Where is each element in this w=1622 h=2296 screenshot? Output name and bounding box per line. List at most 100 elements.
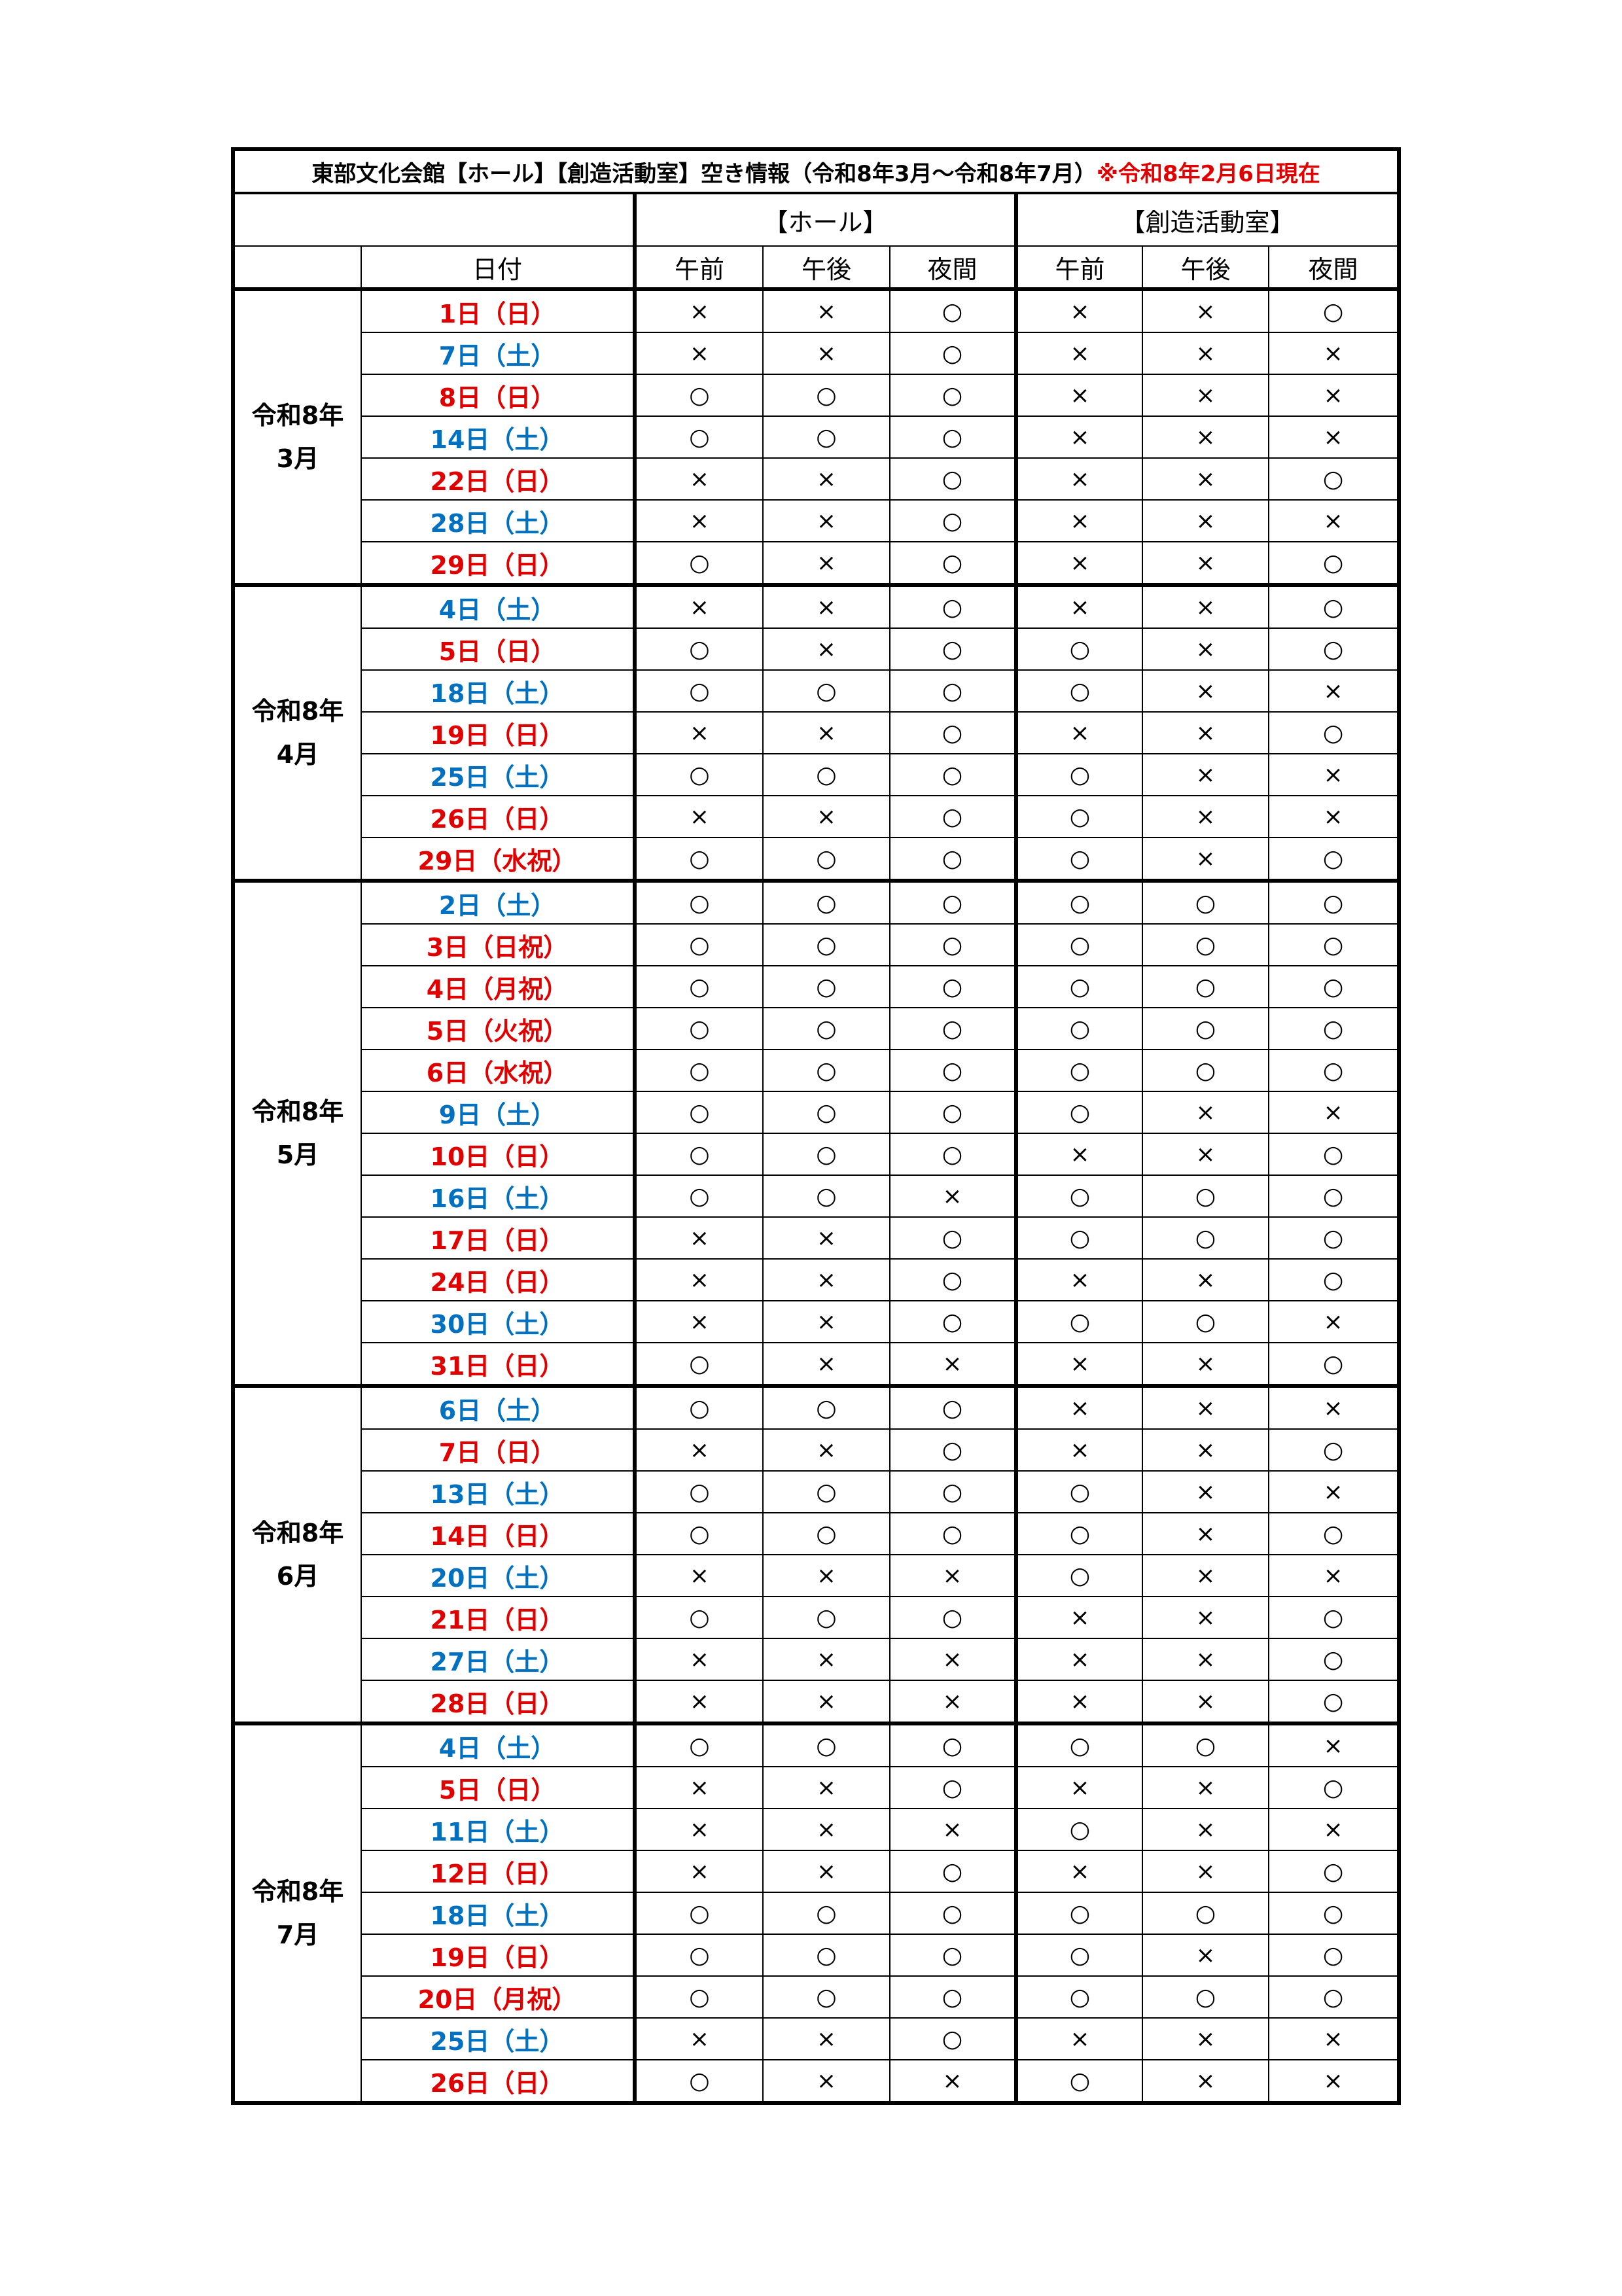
availability: ○ bbox=[889, 457, 1018, 501]
date: 21日（日） bbox=[430, 1605, 565, 1634]
date-cell: 14日（日） bbox=[361, 1512, 637, 1555]
availability: × bbox=[762, 1808, 890, 1851]
date-row: 5日（日） ○ × ○ ○ × ○ bbox=[233, 627, 1400, 671]
month-label: 令和8年 bbox=[251, 1877, 344, 1906]
date-row: 18日（土） ○ ○ ○ ○ ○ ○ bbox=[233, 1892, 1400, 1935]
availability: ○ bbox=[1267, 1174, 1400, 1218]
date: 27日（土） bbox=[430, 1647, 565, 1676]
availability: ○ bbox=[889, 1007, 1018, 1050]
availability: ○ bbox=[1267, 1133, 1400, 1176]
availability: × bbox=[762, 1258, 890, 1301]
availability: × bbox=[634, 1680, 764, 1724]
availability: ○ bbox=[634, 1091, 764, 1134]
availability: × bbox=[762, 1638, 890, 1681]
availability: × bbox=[762, 711, 890, 754]
availability: ○ bbox=[889, 374, 1018, 417]
date-cell: 29日（日） bbox=[361, 541, 637, 586]
availability: × bbox=[1015, 1680, 1143, 1724]
slot-header: 午前 bbox=[634, 245, 764, 291]
availability: ○ bbox=[1015, 965, 1143, 1008]
availability: ○ bbox=[1267, 457, 1400, 501]
date-cell: 26日（日） bbox=[361, 795, 637, 838]
availability: ○ bbox=[1015, 1808, 1143, 1851]
availability: ○ bbox=[1267, 837, 1400, 881]
availability: ○ bbox=[1267, 1934, 1400, 1977]
month-label: 令和8年 bbox=[251, 401, 344, 430]
month-label: 3月 bbox=[276, 444, 319, 473]
date: 2日（土） bbox=[438, 891, 556, 920]
availability: ○ bbox=[762, 1512, 890, 1555]
availability: ○ bbox=[634, 1596, 764, 1639]
availability: × bbox=[634, 1216, 764, 1260]
date-cell: 22日（日） bbox=[361, 457, 637, 501]
availability: × bbox=[634, 499, 764, 542]
date: 14日（土） bbox=[430, 425, 565, 454]
date-row: 令和8年 4月 4日（土） × × ○ × × ○ bbox=[232, 583, 1400, 881]
date: 4日（土） bbox=[438, 595, 556, 624]
availability: ○ bbox=[762, 923, 890, 966]
date-row: 令和8年 5月 2日（土） ○ ○ ○ ○ ○ ○ bbox=[232, 879, 1400, 1386]
availability-table: 東部文化会館【ホール】【創造活動室】空き情報（令和8年3月～令和8年7月）※令和… bbox=[231, 147, 1402, 2105]
date-row: 4日（月祝） ○ ○ ○ ○ ○ ○ bbox=[233, 965, 1400, 1008]
availability: × bbox=[1015, 287, 1143, 333]
availability: ○ bbox=[889, 1258, 1018, 1301]
availability: ○ bbox=[762, 1596, 890, 1639]
room-header: 【創造活動室】 bbox=[1015, 192, 1400, 247]
date-cell: 21日（日） bbox=[361, 1596, 637, 1639]
date-cell: 28日（土） bbox=[361, 499, 637, 542]
availability: ○ bbox=[1015, 1091, 1143, 1134]
date: 28日（土） bbox=[430, 508, 565, 538]
date-cell: 5日（日） bbox=[361, 1766, 637, 1809]
date-row: 11日（土） × × × ○ × × bbox=[233, 1808, 1400, 1851]
date-cell: 7日（土） bbox=[361, 332, 637, 375]
availability: ○ bbox=[1267, 1638, 1400, 1681]
date: 26日（日） bbox=[430, 2068, 565, 2098]
availability: ○ bbox=[1015, 1934, 1143, 1977]
date-cell: 6日（水祝） bbox=[361, 1049, 637, 1092]
availability: ○ bbox=[1142, 1975, 1269, 2019]
date-row: 令和8年 3月 1日（日） × × ○ × × ○ bbox=[232, 287, 1400, 586]
date-cell: 1日（日） bbox=[361, 287, 637, 333]
availability: ○ bbox=[634, 1342, 764, 1386]
availability: ○ bbox=[889, 1892, 1018, 1935]
availability: × bbox=[1267, 2017, 1400, 2060]
availability: ○ bbox=[1015, 1722, 1143, 1767]
availability: ○ bbox=[889, 1596, 1018, 1639]
availability: ○ bbox=[634, 2059, 764, 2104]
date-row: 8日（日） ○ ○ ○ × × × bbox=[233, 374, 1400, 417]
header-blank bbox=[232, 245, 362, 291]
date: 20日（月祝） bbox=[417, 1985, 577, 2014]
date: 31日（日） bbox=[430, 1351, 565, 1381]
availability: ○ bbox=[762, 1470, 890, 1513]
availability: ○ bbox=[634, 669, 764, 713]
availability: × bbox=[1015, 1850, 1143, 1893]
availability: ○ bbox=[762, 374, 890, 417]
date-row: 28日（土） × × ○ × × × bbox=[233, 499, 1400, 542]
availability: ○ bbox=[889, 1934, 1018, 1977]
date-row: 6日（水祝） ○ ○ ○ ○ ○ ○ bbox=[233, 1049, 1400, 1092]
date-row: 27日（土） × × × × × ○ bbox=[233, 1638, 1400, 1681]
date-row: 5日（火祝） ○ ○ ○ ○ ○ ○ bbox=[233, 1007, 1400, 1050]
availability: ○ bbox=[1267, 287, 1400, 333]
month-label: 4月 bbox=[276, 740, 319, 769]
availability: ○ bbox=[889, 287, 1018, 333]
date-row: 13日（土） ○ ○ ○ ○ × × bbox=[233, 1470, 1400, 1513]
date-row: 24日（日） × × ○ × × ○ bbox=[233, 1258, 1400, 1301]
availability: × bbox=[1015, 1596, 1143, 1639]
availability: ○ bbox=[762, 1722, 890, 1767]
availability: × bbox=[1142, 1766, 1269, 1809]
availability: × bbox=[762, 1216, 890, 1260]
availability: × bbox=[1015, 499, 1143, 542]
availability: ○ bbox=[634, 1512, 764, 1555]
month-label: 5月 bbox=[276, 1140, 319, 1169]
availability: × bbox=[762, 457, 890, 501]
availability: ○ bbox=[1015, 1174, 1143, 1218]
availability: ○ bbox=[634, 1975, 764, 2019]
month-cell: 令和8年 3月 bbox=[232, 287, 362, 586]
availability: ○ bbox=[889, 1975, 1018, 2019]
availability: × bbox=[762, 1680, 890, 1724]
availability: × bbox=[1142, 1384, 1269, 1430]
availability: × bbox=[1015, 541, 1143, 586]
availability: ○ bbox=[889, 837, 1018, 881]
slot-header: 午後 bbox=[762, 245, 890, 291]
